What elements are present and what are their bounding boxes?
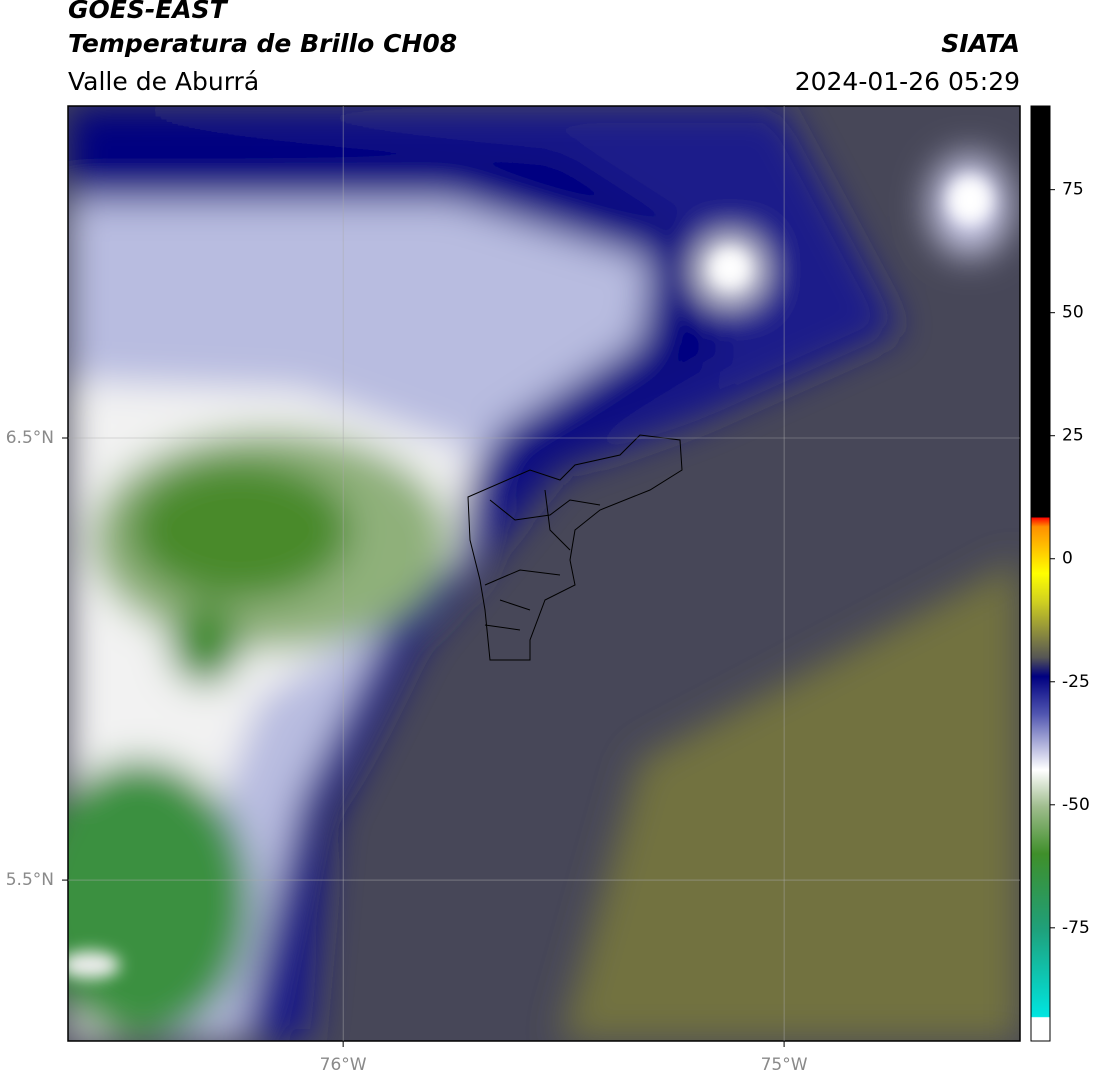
datetime: 2024-01-26 05:29 <box>795 67 1020 96</box>
colorbar-tick-label: -25 <box>1062 672 1090 692</box>
colorbar-tick-label: 50 <box>1062 303 1084 323</box>
satellite-image <box>68 106 1020 1041</box>
colorbar <box>1030 105 1051 1042</box>
source: SIATA <box>941 29 1020 58</box>
title: GOES-EAST <box>68 0 229 24</box>
y-tick-label: 5.5°N <box>6 870 54 890</box>
colorbar-tick-label: -50 <box>1062 795 1090 815</box>
subtitle: Temperatura de Brillo CH08 <box>68 29 457 58</box>
y-tick-label: 6.5°N <box>6 428 54 448</box>
x-tick-label: 76°W <box>320 1055 367 1075</box>
colorbar-tick-label: 0 <box>1062 549 1073 569</box>
colorbar-tick-label: -75 <box>1062 918 1090 938</box>
municipal-boundaries <box>467 434 683 661</box>
colorbar-tick-label: 25 <box>1062 426 1084 446</box>
map-frame <box>67 105 1021 1042</box>
region: Valle de Aburrá <box>68 67 259 96</box>
colorbar-tick-label: 75 <box>1062 180 1084 200</box>
x-tick-label: 75°W <box>761 1055 808 1075</box>
